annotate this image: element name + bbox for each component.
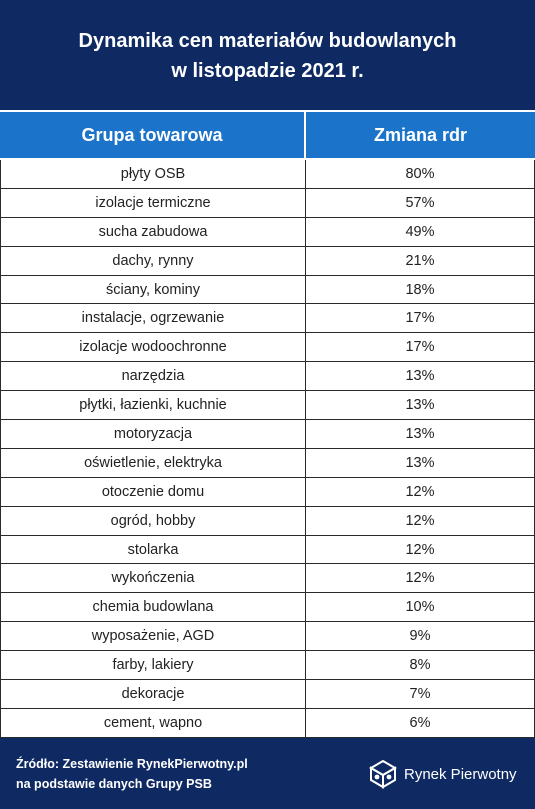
cell-group: wyposażenie, AGD	[0, 622, 306, 651]
cell-group: izolacje termiczne	[0, 188, 306, 217]
source-note: Źródło: Zestawienie RynekPierwotny.pl na…	[16, 754, 248, 794]
brand-logo: Rynek Pierwotny	[368, 759, 517, 789]
table-header: Grupa towarowa Zmiana rdr	[0, 110, 535, 160]
cell-group: izolacje wodoochronne	[0, 333, 306, 362]
page-title-line-2: w listopadzie 2021 r.	[171, 60, 364, 82]
cell-change: 17%	[306, 333, 535, 362]
column-header-change: Zmiana rdr	[373, 124, 468, 145]
table-row: chemia budowlana 10%	[0, 593, 535, 623]
table-row: izolacje termiczne 57%	[0, 188, 535, 218]
cell-group: chemia budowlana	[0, 593, 306, 622]
cell-group: narzędzia	[0, 362, 306, 391]
cell-group: ogród, hobby	[0, 506, 306, 535]
column-header-group: Grupa towarowa	[0, 112, 306, 158]
cell-change: 18%	[306, 275, 535, 304]
cell-group: farby, lakiery	[0, 651, 306, 680]
cell-change: 57%	[306, 188, 535, 217]
cell-group: dachy, rynny	[0, 246, 306, 275]
table-row: płyty OSB 80%	[0, 160, 535, 189]
table-row: dachy, rynny 21%	[0, 246, 535, 276]
table-row: płytki, łazienki, kuchnie 13%	[0, 391, 535, 421]
cell-group: stolarka	[0, 535, 306, 564]
cell-group: oświetlenie, elektryka	[0, 448, 306, 477]
page-title-line-1: Dynamika cen materiałów budowlanych	[78, 30, 457, 52]
cell-change: 17%	[306, 304, 535, 333]
table-row: narzędzia 13%	[0, 362, 535, 392]
table-row: cement, wapno 6%	[0, 708, 535, 738]
cell-change: 12%	[306, 477, 535, 506]
table-row: wyposażenie, AGD 9%	[0, 622, 535, 652]
cell-change: 12%	[306, 535, 535, 564]
table-row: dekoracje 7%	[0, 680, 535, 709]
cube-logo-icon	[369, 759, 397, 789]
cell-change: 13%	[306, 420, 535, 448]
cell-change: 8%	[306, 651, 535, 680]
table-row: ogród, hobby 12%	[0, 506, 535, 536]
title-block: Dynamika cen materiałów budowlanych w li…	[0, 0, 535, 110]
table-row: instalacje, ogrzewanie 17%	[0, 304, 535, 334]
table-row: izolacje wodoochronne 17%	[0, 333, 535, 363]
cell-group: sucha zabudowa	[0, 217, 306, 246]
table-row: stolarka 12%	[0, 535, 535, 565]
cell-group: ściany, kominy	[0, 275, 306, 304]
table-row: otoczenie domu 12%	[0, 477, 535, 507]
cell-change: 10%	[306, 593, 535, 622]
cell-change: 49%	[306, 217, 535, 246]
price-table: Grupa towarowa Zmiana rdr płyty OSB 80% iz…	[0, 110, 535, 738]
cell-change: 13%	[306, 391, 535, 420]
source-line-2: na podstawie danych Grupy PSB	[16, 777, 212, 791]
table-row: motoryzacja 13%	[0, 420, 535, 449]
cell-group: cement, wapno	[0, 708, 306, 737]
cell-group: płytki, łazienki, kuchnie	[0, 391, 306, 420]
cell-change: 7%	[306, 680, 535, 708]
cell-change: 13%	[306, 448, 535, 477]
cell-group: wykończenia	[0, 564, 306, 593]
cell-change: 21%	[306, 246, 535, 275]
cell-change: 6%	[306, 708, 535, 737]
cell-change: 12%	[306, 506, 535, 535]
cell-change: 13%	[306, 362, 535, 391]
cell-change: 80%	[306, 160, 535, 188]
cell-group: otoczenie domu	[0, 477, 306, 506]
footer: Źródło: Zestawienie RynekPierwotny.pl na…	[0, 742, 535, 809]
cell-group: motoryzacja	[0, 420, 306, 448]
table-row: wykończenia 12%	[0, 564, 535, 594]
cell-group: płyty OSB	[0, 160, 306, 188]
table-row: ściany, kominy 18%	[0, 275, 535, 305]
cell-change: 12%	[306, 564, 535, 593]
cell-group: dekoracje	[0, 680, 306, 708]
cell-change: 9%	[306, 622, 535, 651]
cell-group: instalacje, ogrzewanie	[0, 304, 306, 333]
source-line-1: Źródło: Zestawienie RynekPierwotny.pl	[16, 757, 248, 771]
table-row: farby, lakiery 8%	[0, 651, 535, 681]
logo-text: Rynek Pierwotny	[404, 765, 517, 783]
table-row: sucha zabudowa 49%	[0, 217, 535, 247]
table-row: oświetlenie, elektryka 13%	[0, 448, 535, 478]
table-body: płyty OSB 80% izolacje termiczne 57% sucha z…	[0, 160, 535, 738]
